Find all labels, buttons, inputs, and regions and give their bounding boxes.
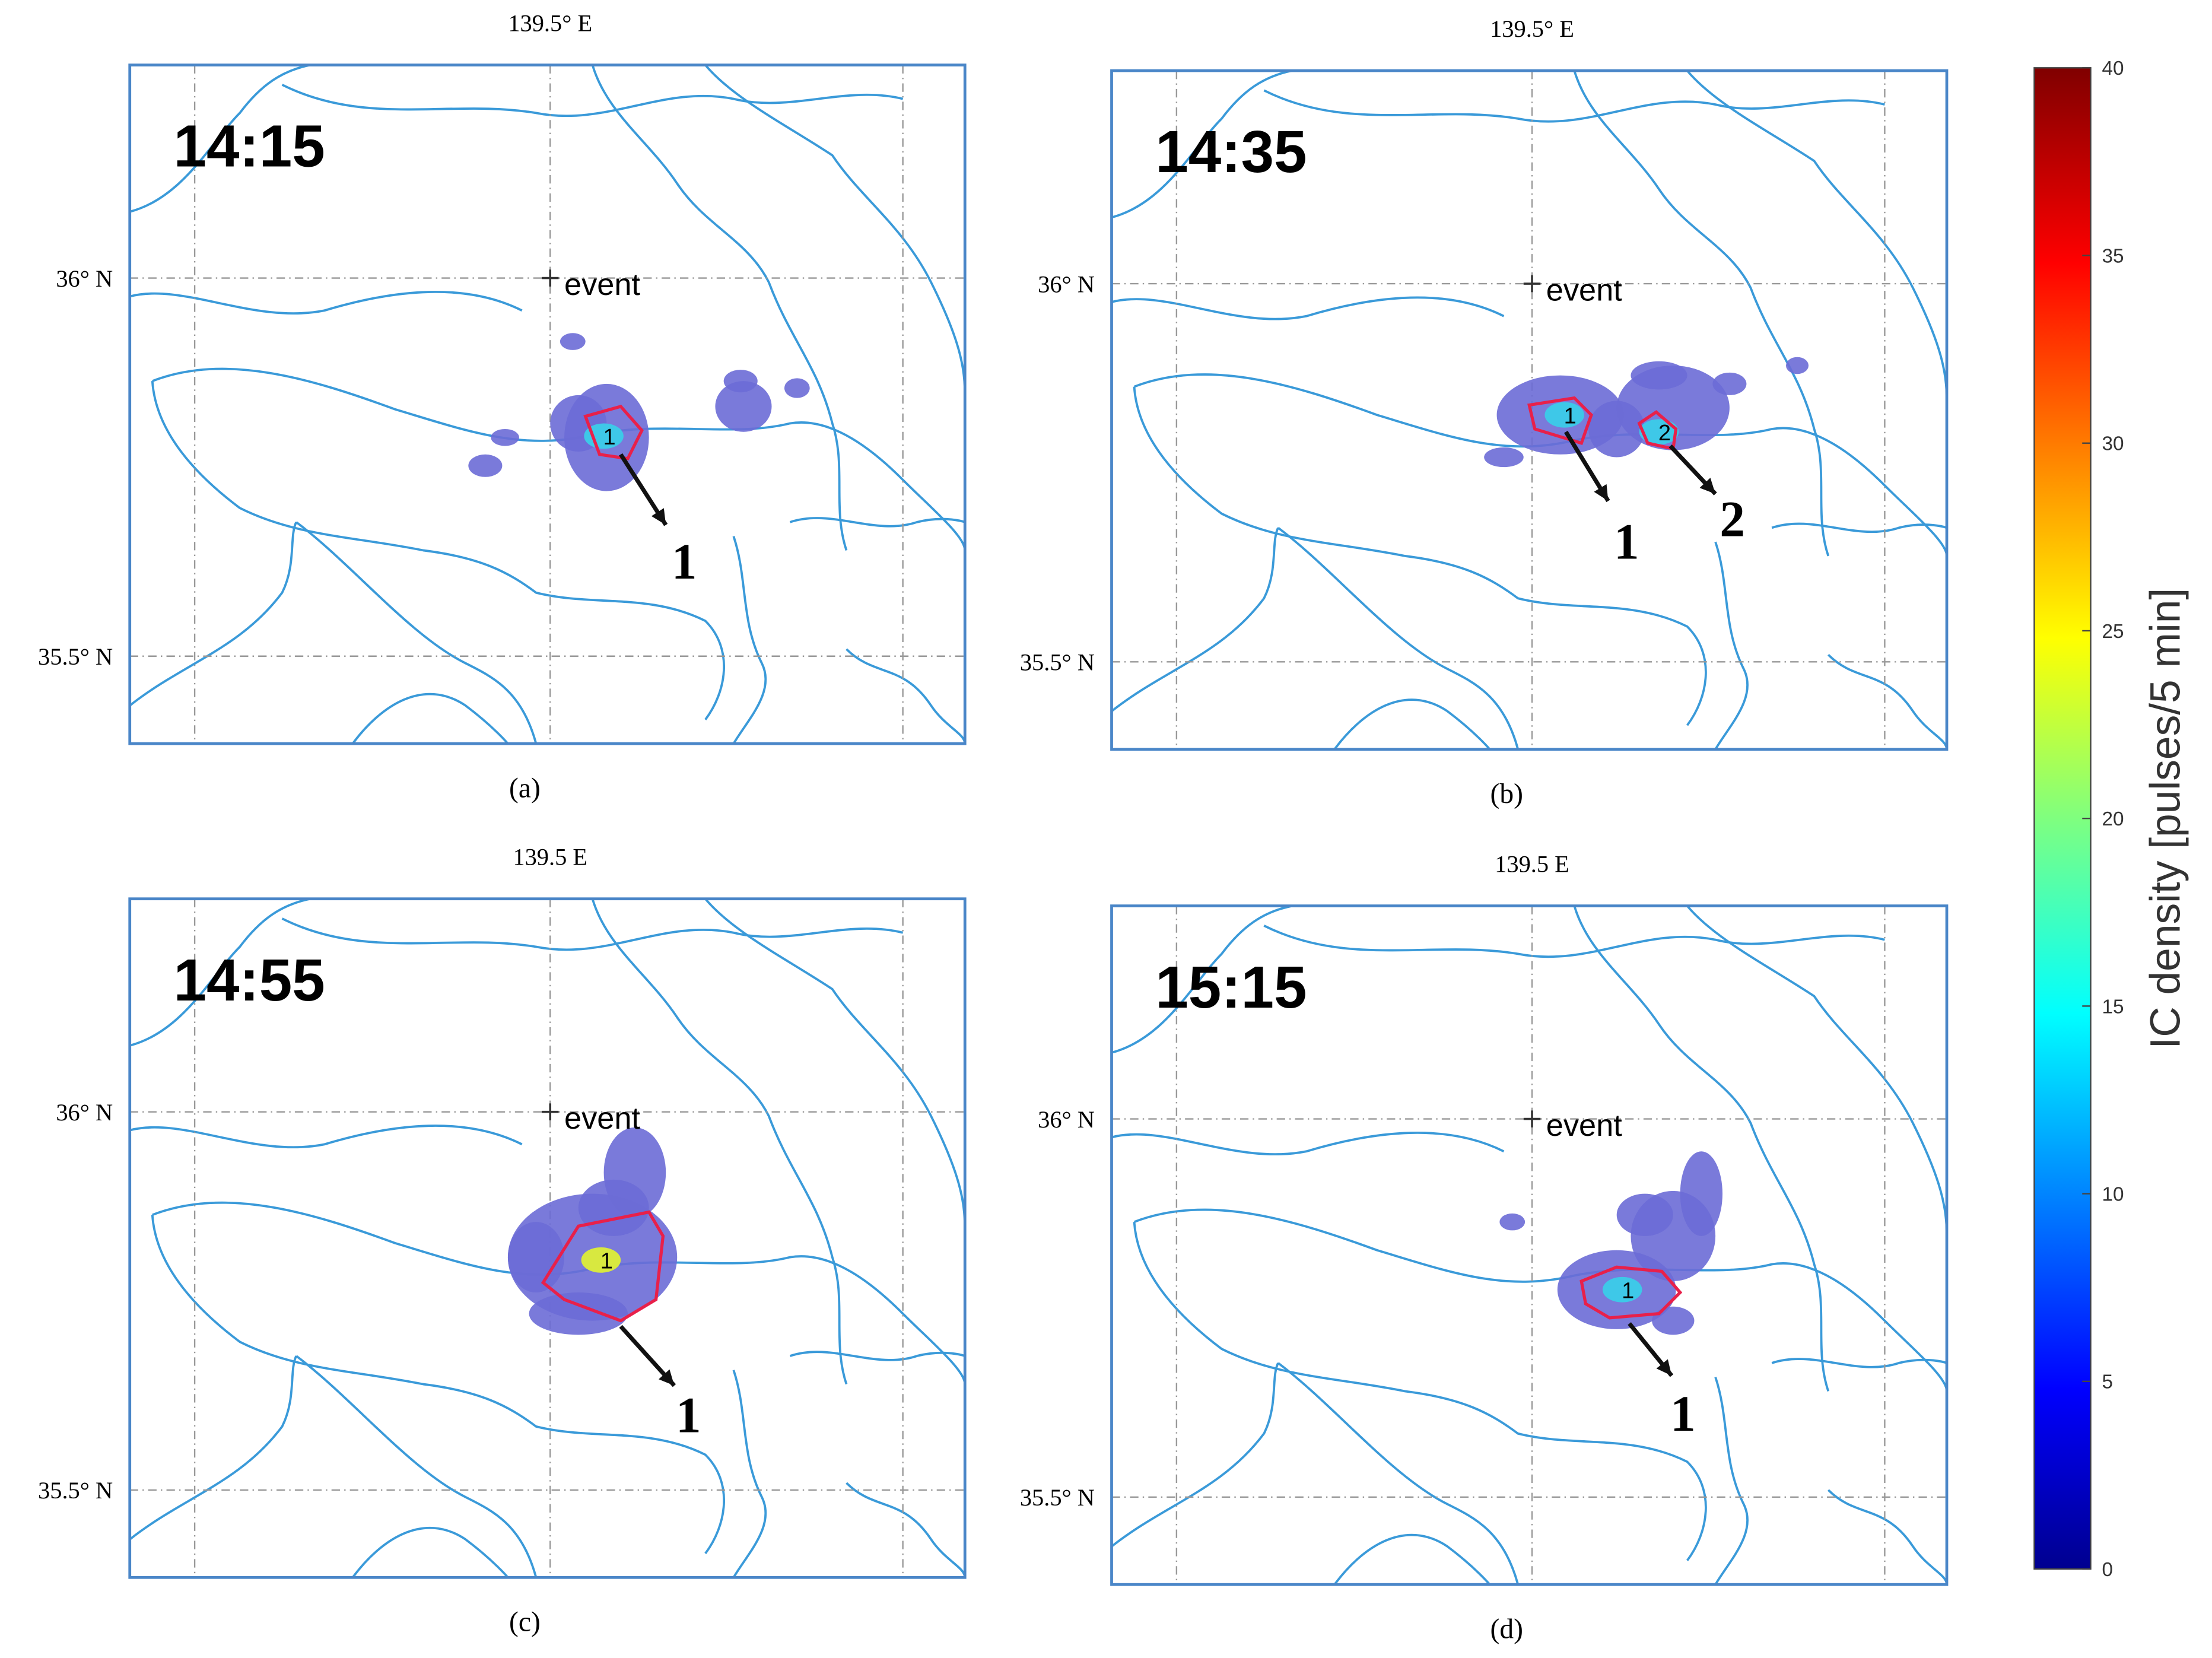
panel-caption: (b): [1490, 779, 1523, 809]
arrow-head: [1656, 1359, 1672, 1376]
latitude-label: 35.5° N: [38, 643, 113, 670]
latitude-label: 35.5° N: [1020, 1484, 1095, 1511]
ic-density-area: [578, 1179, 649, 1236]
ic-density-area: [723, 370, 758, 393]
event-marker: [541, 1103, 559, 1120]
cell-contour: [1637, 410, 1678, 451]
ic-density-area: [468, 454, 503, 477]
colorbar-tick-label: 10: [2102, 1183, 2124, 1205]
arrow-head: [659, 1369, 675, 1386]
latitude-label: 35.5° N: [38, 1477, 113, 1504]
event-label: event: [1546, 1108, 1622, 1143]
event-marker: [1523, 1110, 1541, 1127]
colorbar-tick-label: 30: [2102, 433, 2124, 455]
map-frame: [1110, 69, 1949, 751]
ic-density-area: [1484, 447, 1524, 468]
panel-caption: (c): [509, 1607, 541, 1638]
arrow-head: [1699, 478, 1716, 494]
ic-density-area: [784, 378, 810, 398]
colorbar-tick-label: 25: [2102, 621, 2124, 643]
map-frame: [128, 897, 967, 1579]
colorbar-tick-label: 15: [2102, 996, 2124, 1018]
longitude-label: 139.5 E: [513, 844, 587, 871]
ic-density-area: [1785, 357, 1809, 374]
longitude-label: 139.5° E: [1490, 15, 1574, 42]
panel-caption: (a): [509, 773, 541, 804]
latitude-label: 36° N: [56, 265, 113, 292]
ic-density-area: [1631, 361, 1687, 390]
cell-contour: [1527, 396, 1593, 445]
ic-density-area: [1588, 401, 1645, 458]
colorbar-tick-label: 0: [2102, 1559, 2114, 1581]
map-panel: 1 139.5° E 36° N 35.5° N 14:15 event 1 (a): [38, 9, 967, 804]
panel-caption: (d): [1490, 1614, 1523, 1645]
ic-density-area: [1499, 1213, 1525, 1231]
ic-density-area: [507, 1222, 565, 1293]
map-panel: 1 139.5 E 36° N 35.5° N 15:15 event 1 (d): [1020, 851, 1949, 1645]
cell-label: 1: [603, 425, 616, 450]
event-marker: [1523, 275, 1541, 293]
arrow-label: 1: [1670, 1386, 1696, 1442]
event-marker: [541, 269, 559, 287]
map-frame: [128, 63, 967, 745]
ic-density-core: [1544, 402, 1584, 428]
arrow-label: 1: [672, 533, 697, 590]
latitude-label: 36° N: [1038, 1106, 1095, 1133]
latitude-label: 36° N: [56, 1099, 113, 1126]
arrow-label: 2: [1720, 491, 1745, 548]
time-label: 14:15: [173, 114, 325, 180]
ic-density-area: [529, 1292, 628, 1335]
map-area: 1: [129, 65, 965, 744]
colorbar-tick-label: 40: [2102, 58, 2124, 80]
cell-label: 1: [1622, 1279, 1634, 1304]
colorbar-tick-label: 20: [2102, 808, 2124, 830]
cell-label: 2: [1658, 421, 1671, 446]
colorbar-tick-label: 5: [2102, 1371, 2114, 1393]
ic-density-core: [1639, 419, 1679, 445]
cell-contour: [583, 404, 644, 460]
ic-density-area: [1652, 1306, 1695, 1335]
cell-label: 1: [1564, 404, 1577, 428]
time-label: 15:15: [1155, 955, 1307, 1021]
latitude-label: 35.5° N: [1020, 649, 1095, 676]
time-label: 14:35: [1155, 119, 1307, 185]
longitude-label: 139.5° E: [508, 9, 592, 36]
event-label: event: [564, 268, 640, 302]
map-area: 1: [129, 898, 965, 1578]
arrow-head: [1594, 484, 1609, 501]
colorbar-gradient: [2033, 67, 2092, 1570]
ic-density-core: [1602, 1276, 1642, 1303]
map-frame: [1110, 904, 1949, 1586]
ic-density-area: [1712, 372, 1747, 395]
latitude-label: 36° N: [1038, 271, 1095, 297]
ic-density-area: [491, 428, 519, 446]
map-area: 12: [1111, 71, 1947, 749]
cell-contour: [1579, 1265, 1683, 1320]
ic-density-core: [581, 1247, 621, 1273]
cell-contour: [541, 1210, 665, 1323]
cell-label: 1: [600, 1249, 613, 1274]
colorbar: IC density [pulses/5 min] 0 5 10 15 20 25 30 35…: [2033, 58, 2189, 1581]
ic-density-area: [560, 333, 586, 350]
event-label: event: [1546, 274, 1622, 308]
ic-density-area: [715, 381, 772, 432]
longitude-label: 139.5 E: [1495, 851, 1569, 878]
arrow-label: 1: [1614, 514, 1639, 570]
time-label: 14:55: [173, 948, 325, 1014]
arrow-head: [651, 508, 666, 525]
arrow-label: 1: [676, 1387, 701, 1443]
map-area: 1: [1111, 906, 1947, 1585]
colorbar-tick-label: 35: [2102, 245, 2124, 267]
map-panel: 1 139.5 E 36° N 35.5° N 14:55 event 1 (c): [38, 844, 967, 1638]
event-label: event: [564, 1101, 640, 1136]
ic-density-area: [1680, 1151, 1722, 1236]
ic-density-area: [1616, 1193, 1673, 1236]
colorbar-label: IC density [pulses/5 min]: [2141, 588, 2189, 1049]
